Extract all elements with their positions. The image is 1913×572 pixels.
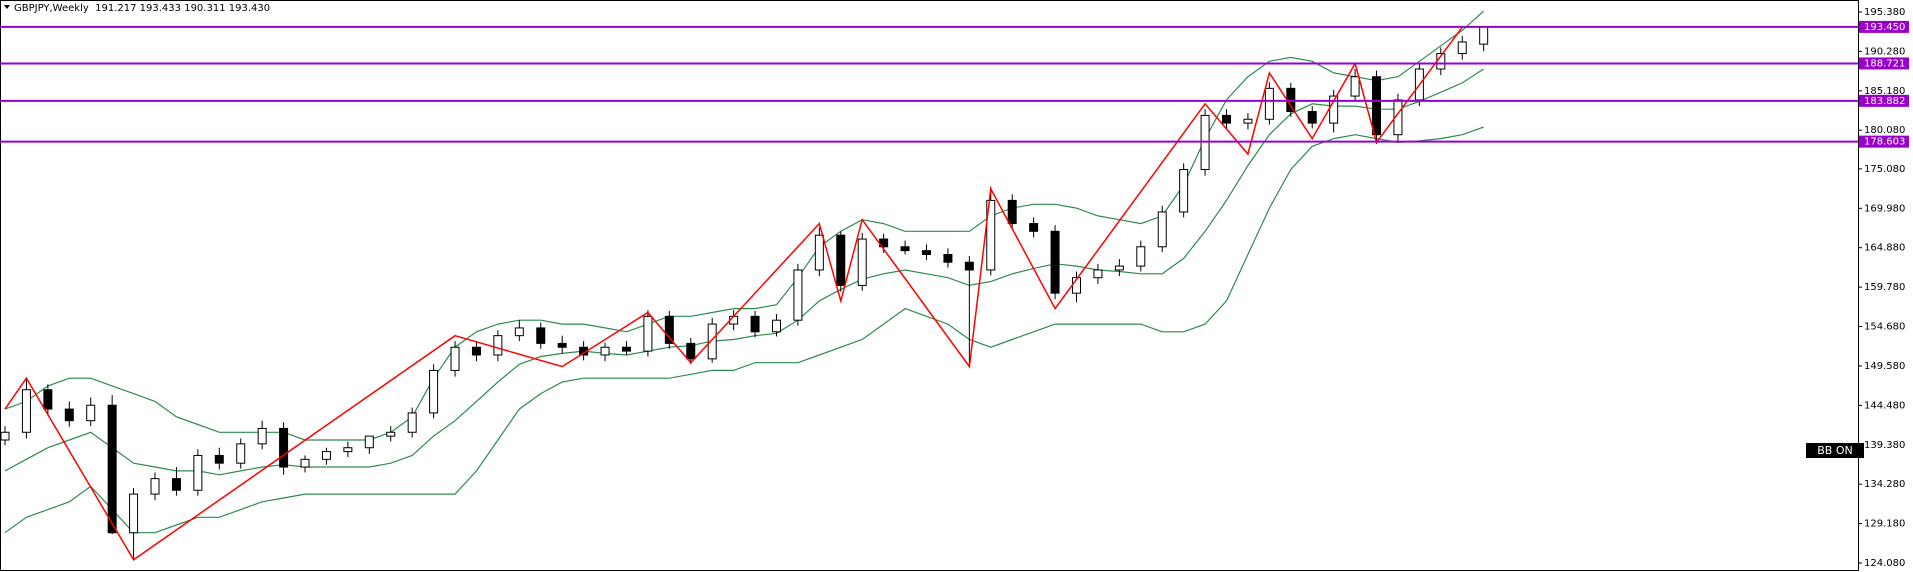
candle-body xyxy=(664,315,674,344)
candle-body xyxy=(1457,41,1467,55)
candle-body xyxy=(814,234,824,271)
candle-body xyxy=(386,431,396,437)
menu-arrow xyxy=(4,5,10,9)
level-label-box xyxy=(1859,94,1909,107)
bollinger-upper xyxy=(4,10,1485,441)
y-tick-label: 154.680 xyxy=(1864,322,1905,333)
candle-body xyxy=(1179,168,1189,213)
candle-body xyxy=(1264,87,1274,120)
candle-body xyxy=(1307,111,1317,124)
candle-body xyxy=(21,389,31,433)
candle-body xyxy=(300,458,310,468)
candle-body xyxy=(557,342,567,348)
level-label: 188.721 xyxy=(1864,58,1905,69)
candle-body xyxy=(1350,76,1360,97)
candle-body xyxy=(343,447,353,453)
y-tick-label: 159.780 xyxy=(1864,282,1905,293)
candle-body xyxy=(1479,26,1489,45)
candle-body xyxy=(193,454,203,491)
candle-body xyxy=(1093,269,1103,279)
candle-body xyxy=(964,261,974,271)
candle-body xyxy=(643,315,653,352)
candle-body xyxy=(750,315,760,333)
chart-title: GBPJPY,Weekly 191.217 193.433 190.311 19… xyxy=(14,3,270,14)
y-tick-label: 175.080 xyxy=(1864,164,1905,175)
candle-body xyxy=(1007,199,1017,225)
level-label: 183.882 xyxy=(1864,96,1905,107)
candle-body xyxy=(471,346,481,356)
level-label-box xyxy=(1859,57,1909,70)
y-tick-label: 195.380 xyxy=(1864,7,1905,18)
candle-body xyxy=(107,404,117,534)
candle-body xyxy=(321,451,331,460)
candle-body xyxy=(836,234,846,286)
bollinger-middle xyxy=(4,68,1485,476)
candle-body xyxy=(514,327,524,337)
candle-body xyxy=(943,254,953,263)
candle-body xyxy=(1372,76,1382,136)
candle-body xyxy=(1114,265,1124,271)
candle-body xyxy=(429,369,439,414)
candle-body xyxy=(364,435,374,449)
candle-body xyxy=(64,408,74,422)
candle-body xyxy=(707,323,717,360)
candle-body xyxy=(407,412,417,433)
candle-body xyxy=(1329,95,1339,124)
candle-body xyxy=(986,199,996,271)
zigzag-line xyxy=(4,26,1463,561)
candle-body xyxy=(493,335,503,356)
y-tick-label: 164.880 xyxy=(1864,243,1905,254)
candle-body xyxy=(536,327,546,344)
plot-frame xyxy=(0,0,1859,571)
bollinger-lower xyxy=(4,126,1484,534)
candle-body xyxy=(171,478,181,491)
level-label: 193.450 xyxy=(1864,22,1905,33)
candle-body xyxy=(1136,246,1146,267)
y-tick-label: 134.280 xyxy=(1864,479,1905,490)
annotation: BB ON xyxy=(1817,444,1852,457)
candle-body xyxy=(857,238,867,286)
candle-body xyxy=(279,427,289,468)
annotation-box xyxy=(1806,443,1864,458)
level-label-box xyxy=(1859,20,1909,33)
candle-body xyxy=(236,443,246,464)
candle-body xyxy=(1243,118,1253,124)
y-tick-label: 144.480 xyxy=(1864,400,1905,411)
candle-body xyxy=(1029,223,1039,232)
y-tick-label: 139.380 xyxy=(1864,440,1905,451)
candle-body xyxy=(600,346,610,356)
y-tick-label: 185.180 xyxy=(1864,86,1905,97)
candle-body xyxy=(129,493,139,534)
candle-body xyxy=(450,346,460,371)
candle-body xyxy=(621,346,631,352)
y-tick-label: 169.980 xyxy=(1864,203,1905,214)
y-tick-label: 129.180 xyxy=(1864,519,1905,530)
level-label-box xyxy=(1859,135,1909,148)
candle-body xyxy=(921,250,931,256)
level-label: 178.603 xyxy=(1864,137,1905,148)
candle-body xyxy=(900,246,910,252)
y-tick-label: 190.280 xyxy=(1864,46,1905,57)
y-tick-label: 149.580 xyxy=(1864,361,1905,372)
candle-body xyxy=(686,342,696,360)
candle-body xyxy=(771,319,781,333)
candle-body xyxy=(1157,211,1167,248)
y-tick-label: 124.080 xyxy=(1864,558,1905,569)
candle-body xyxy=(86,404,96,422)
candle-body xyxy=(43,389,53,410)
candle-body xyxy=(1222,114,1232,124)
candle-body xyxy=(793,269,803,321)
candle-body xyxy=(257,427,267,445)
candle-body xyxy=(1050,230,1060,294)
candle-body xyxy=(150,478,160,495)
candle-body xyxy=(0,431,10,441)
y-tick-label: 180.080 xyxy=(1864,125,1905,136)
candle-body xyxy=(214,454,224,464)
